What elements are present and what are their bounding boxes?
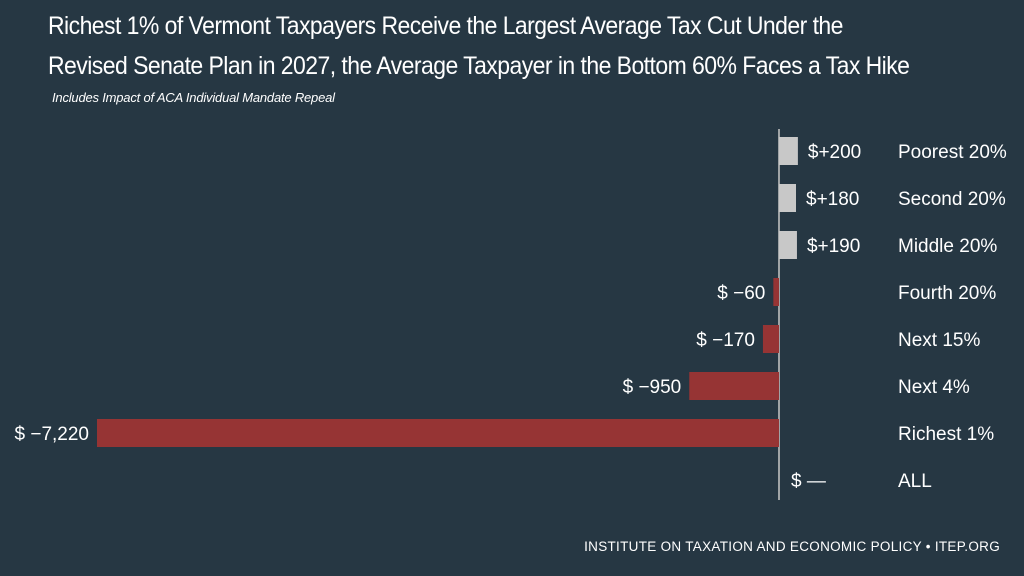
value-label-6: $ −7,220: [15, 424, 90, 445]
bar-3: [773, 278, 779, 306]
chart-title: Richest 1% of Vermont Taxpayers Receive …: [48, 6, 931, 86]
category-label-1: Second 20%: [898, 189, 1006, 210]
bar-4: [762, 325, 779, 353]
value-label-5: $ −950: [623, 377, 682, 398]
category-label-0: Poorest 20%: [898, 142, 1007, 163]
category-label-2: Middle 20%: [898, 236, 997, 257]
bar-6: [97, 419, 779, 447]
title-line-2: Revised Senate Plan in 2027, the Average…: [48, 52, 910, 80]
chart-subtitle: Includes Impact of ACA Individual Mandat…: [52, 90, 335, 105]
value-label-0: $+200: [808, 142, 861, 163]
category-label-6: Richest 1%: [898, 424, 994, 445]
category-label-4: Next 15%: [898, 330, 980, 351]
value-label-7: $ —: [791, 471, 826, 492]
bar-0: [779, 137, 798, 165]
bar-1: [779, 184, 797, 212]
value-label-3: $ −60: [717, 283, 765, 304]
value-label-1: $+180: [806, 189, 859, 210]
category-label-5: Next 4%: [898, 377, 970, 398]
value-label-2: $+190: [807, 236, 860, 257]
bar-5: [689, 372, 779, 400]
title-line-1: Richest 1% of Vermont Taxpayers Receive …: [48, 12, 843, 40]
value-label-4: $ −170: [696, 330, 755, 351]
category-label-3: Fourth 20%: [898, 283, 996, 304]
source-footer: INSTITUTE ON TAXATION AND ECONOMIC POLIC…: [584, 539, 1000, 554]
bar-2: [779, 231, 797, 259]
category-label-7: ALL: [898, 471, 932, 492]
